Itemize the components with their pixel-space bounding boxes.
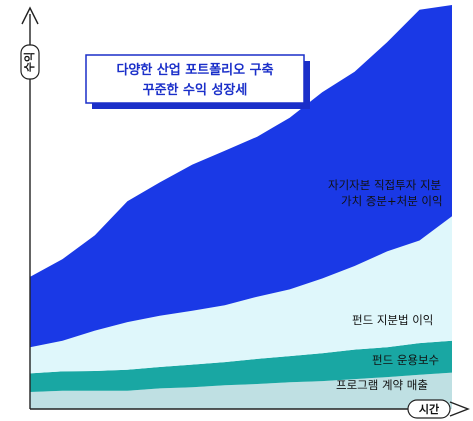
y-axis-label-tag: [20, 44, 40, 80]
chart-title-line-2: 꾸준한 수익 성장세: [143, 82, 248, 98]
title-box: [85, 54, 305, 104]
series-label-direct-investment-1: 자기자본 직접투자 지분: [328, 178, 441, 192]
series-label-direct-investment-2: 가치 증분+처분 이익: [341, 194, 443, 208]
x-axis-label: 시간: [419, 402, 439, 416]
y-axis-arrow-icon: [21, 6, 39, 25]
series-label-fund-fee: 펀드 운용보수: [372, 353, 439, 367]
series-label-equity-method: 펀드 지분법 이익: [352, 313, 433, 327]
y-axis-label: 수익: [23, 52, 36, 72]
x-axis-label-tag: [407, 399, 451, 419]
area-series-4: [30, 5, 452, 348]
x-axis-arrow-icon: [449, 401, 470, 417]
area-series-2: [30, 340, 452, 392]
area-series-3: [30, 216, 452, 374]
area-series-group: [30, 5, 452, 409]
area-series-1: [30, 372, 452, 409]
series-label-program-sales: 프로그램 계약 매출: [336, 378, 428, 392]
chart-title-line-1: 다양한 산업 포트폴리오 구축: [116, 62, 273, 78]
